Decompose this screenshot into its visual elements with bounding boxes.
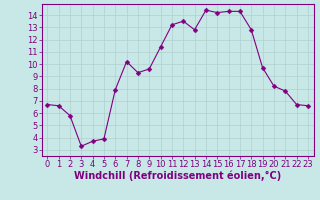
X-axis label: Windchill (Refroidissement éolien,°C): Windchill (Refroidissement éolien,°C) bbox=[74, 171, 281, 181]
